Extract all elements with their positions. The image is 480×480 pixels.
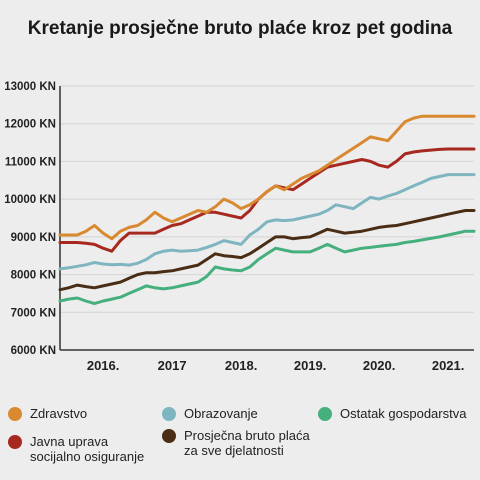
legend-dot-icon xyxy=(318,407,332,421)
y-tick-label: 13000 KN xyxy=(4,81,56,93)
x-tick-label: 2021. xyxy=(432,358,465,373)
legend: Zdravstvo Obrazovanje Ostatak gospodarst… xyxy=(0,396,480,480)
chart-title: Kretanje prosječne bruto plaće kroz pet … xyxy=(27,18,453,39)
line-chart: 6000 KN 7000 KN 8000 KN 9000 KN 10000 KN 1100… xyxy=(4,81,476,373)
y-tick-label: 11000 KN xyxy=(5,156,56,168)
series-lines xyxy=(58,114,476,306)
y-tick-label: 7000 KN xyxy=(11,307,56,319)
y-tick-label: 9000 KN xyxy=(11,232,56,244)
legend-item-prosjek[interactable]: Prosječna bruto plaća za sve djelatnosti xyxy=(162,428,310,458)
x-tick-label: 2017 xyxy=(158,358,187,373)
x-tick-label: 2019. xyxy=(294,358,327,373)
y-tick-label: 12000 KN xyxy=(4,119,56,131)
legend-item-javna-uprava[interactable]: Javna uprava socijalno osiguranje xyxy=(8,434,144,464)
legend-dot-icon xyxy=(8,407,22,421)
legend-item-obrazovanje[interactable]: Obrazovanje xyxy=(162,406,258,421)
series-line-obrazovanje xyxy=(58,173,476,271)
series-line-prosjek xyxy=(58,209,476,292)
axes xyxy=(59,86,474,351)
series-line-ostatak xyxy=(58,229,476,306)
legend-item-ostatak[interactable]: Ostatak gospodarstva xyxy=(318,406,466,421)
y-tick-label: 10000 KN xyxy=(4,194,56,206)
x-tick-label: 2016. xyxy=(87,358,120,373)
legend-item-zdravstvo[interactable]: Zdravstvo xyxy=(8,406,87,421)
legend-label: Javna uprava socijalno osiguranje xyxy=(30,434,145,464)
grid-lines xyxy=(60,85,474,351)
legend-label: Ostatak gospodarstva xyxy=(340,406,467,421)
legend-dot-icon xyxy=(162,429,176,443)
y-tick-label: 6000 KN xyxy=(11,345,56,357)
legend-dot-icon xyxy=(162,407,176,421)
y-tick-label: 8000 KN xyxy=(11,270,56,282)
legend-dot-icon xyxy=(8,435,22,449)
legend-label: Prosječna bruto plaća za sve djelatnosti xyxy=(184,428,310,458)
series-line-javna xyxy=(58,147,476,253)
legend-label: Obrazovanje xyxy=(184,406,258,421)
x-tick-label: 2020. xyxy=(363,358,396,373)
series-line-zdravstvo xyxy=(58,114,476,241)
y-axis-ticks: 6000 KN 7000 KN 8000 KN 9000 KN 10000 KN 1100… xyxy=(4,81,56,357)
x-tick-label: 2018. xyxy=(225,358,258,373)
legend-label: Zdravstvo xyxy=(30,406,88,421)
x-axis-ticks: 2016. 2017 2018. 2019. 2020. 2021. xyxy=(87,358,465,373)
